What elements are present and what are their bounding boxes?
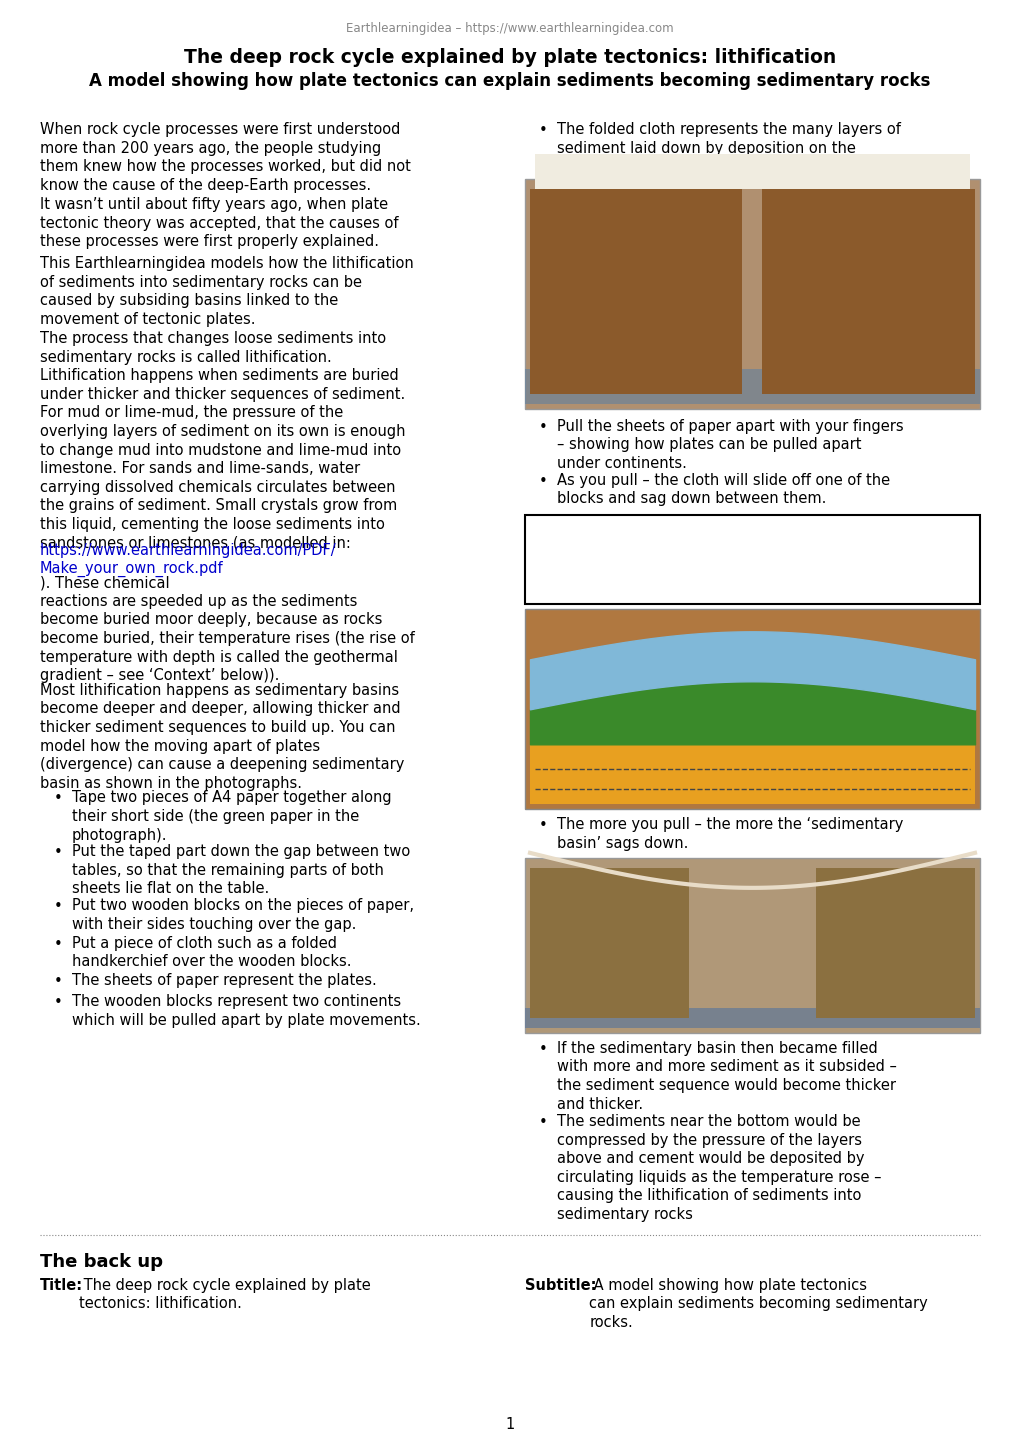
Text: The sheets of paper represent the plates.: The sheets of paper represent the plates… xyxy=(72,973,376,988)
Bar xyxy=(530,744,974,805)
Text: If the sedimentary basin then became filled
with more and more sediment as it su: If the sedimentary basin then became fil… xyxy=(556,1041,896,1112)
Bar xyxy=(525,179,979,410)
Text: As you pull – the cloth will slide off one of the
blocks and sag down between th: As you pull – the cloth will slide off o… xyxy=(556,473,890,506)
Text: •: • xyxy=(538,473,547,489)
Text: It wasn’t until about fifty years ago, when plate
tectonic theory was accepted, : It wasn’t until about fifty years ago, w… xyxy=(40,198,398,249)
Text: When rock cycle processes were first understood
more than 200 years ago, the peo: When rock cycle processes were first und… xyxy=(40,123,411,193)
Bar xyxy=(530,189,742,394)
Text: Put two wooden blocks on the pieces of paper,
with their sides touching over the: Put two wooden blocks on the pieces of p… xyxy=(72,898,414,932)
Bar xyxy=(525,610,979,809)
Text: Title:: Title: xyxy=(40,1278,83,1292)
Text: •: • xyxy=(54,995,63,1011)
Text: •: • xyxy=(538,523,547,538)
Text: Tape two pieces of A4 paper together along
their short side (the green paper in : Tape two pieces of A4 paper together alo… xyxy=(72,790,391,842)
Text: •: • xyxy=(538,818,547,833)
Text: The back up: The back up xyxy=(40,1253,163,1270)
Bar xyxy=(762,189,974,394)
Text: Earthlearningidea – https://www.earthlearningidea.com: Earthlearningidea – https://www.earthlea… xyxy=(345,22,674,35)
Text: The deep rock cycle explained by plate tectonics: lithification: The deep rock cycle explained by plate t… xyxy=(183,48,836,66)
Text: Pull the sheets of paper apart with your fingers
– showing how plates can be pul: Pull the sheets of paper apart with your… xyxy=(556,418,903,472)
Text: •: • xyxy=(538,420,547,435)
Text: A model showing how plate tectonics
can explain sediments becoming sedimentary
r: A model showing how plate tectonics can … xyxy=(589,1278,927,1330)
Text: This Earthlearningidea models how the lithification
of sediments into sedimentar: This Earthlearningidea models how the li… xyxy=(40,255,414,327)
Text: 1: 1 xyxy=(504,1417,515,1432)
Text: •: • xyxy=(538,1115,547,1131)
Bar xyxy=(530,868,689,1018)
Text: The folded cloth represents the many layers of
sediment laid down by deposition : The folded cloth represents the many lay… xyxy=(556,123,900,174)
Text: •: • xyxy=(54,937,63,952)
Bar xyxy=(525,858,979,1032)
Text: Put a piece of cloth such as a folded
handkerchief over the wooden blocks.: Put a piece of cloth such as a folded ha… xyxy=(72,936,352,969)
Text: The deep rock cycle explained by plate
tectonics: lithification.: The deep rock cycle explained by plate t… xyxy=(79,1278,371,1311)
Text: •: • xyxy=(54,845,63,861)
Text: •: • xyxy=(538,123,547,138)
Bar xyxy=(525,515,979,604)
Text: •: • xyxy=(54,975,63,989)
Bar xyxy=(815,868,974,1018)
Text: The sediments near the bottom would be
compressed by the pressure of the layers
: The sediments near the bottom would be c… xyxy=(556,1115,880,1221)
Text: The wooden blocks represent two continents
which will be pulled apart by plate m: The wooden blocks represent two continen… xyxy=(72,995,421,1028)
Text: ). These chemical
reactions are speeded up as the sediments
become buried moor d: ). These chemical reactions are speeded … xyxy=(40,575,415,684)
Bar xyxy=(525,1008,979,1028)
Text: Put the taped part down the gap between two
tables, so that the remaining parts : Put the taped part down the gap between … xyxy=(72,844,410,897)
Text: The process that changes loose sediments into
sedimentary rocks is called lithif: The process that changes loose sediments… xyxy=(40,332,406,570)
Text: •: • xyxy=(54,792,63,806)
Bar xyxy=(535,154,969,189)
Text: •: • xyxy=(538,1043,547,1057)
Text: A model showing how plate tectonics can explain sediments becoming sedimentary r: A model showing how plate tectonics can … xyxy=(90,72,929,89)
Text: Most lithification happens as sedimentary basins
become deeper and deeper, allow: Most lithification happens as sedimentar… xyxy=(40,684,404,790)
Text: •: • xyxy=(54,900,63,914)
Text: Subtitle:: Subtitle: xyxy=(525,1278,596,1292)
Text: The more you pull – the more the ‘sedimentary
basin’ sags down.: The more you pull – the more the ‘sedime… xyxy=(556,818,903,851)
Text: https://www.earthlearningidea.com/PDF/
Make_your_own_rock.pdf: https://www.earthlearningidea.com/PDF/ M… xyxy=(40,542,336,577)
Bar xyxy=(525,369,979,404)
Text: Note that the ‘real world’ situation is more
complicated, with stretching and fa: Note that the ‘real world’ situation is … xyxy=(556,523,889,594)
